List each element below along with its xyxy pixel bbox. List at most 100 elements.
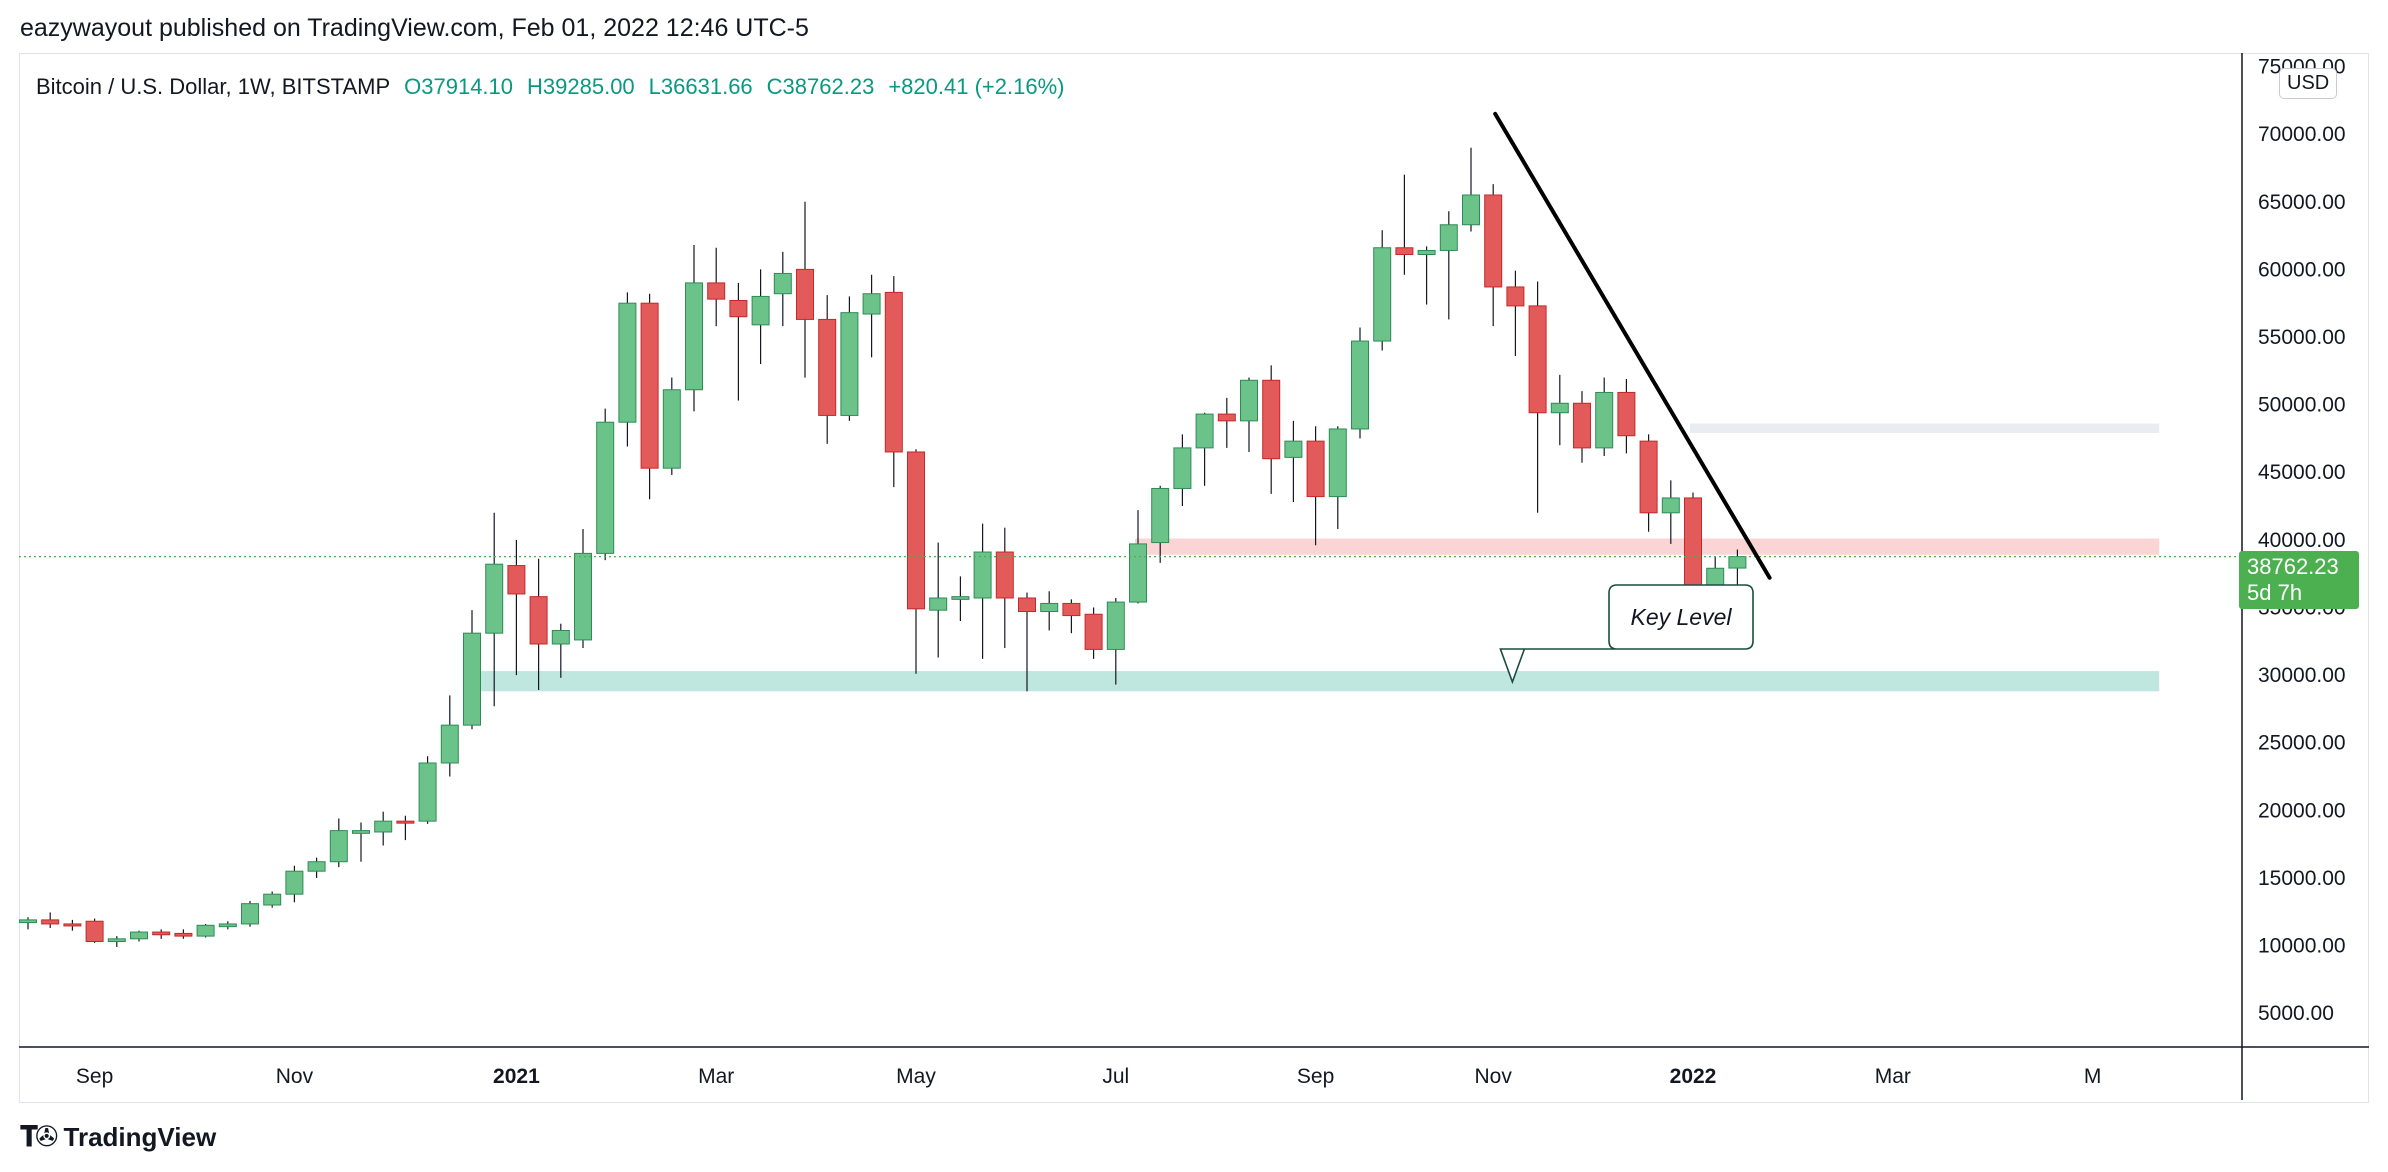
candle-up [1106,598,1125,685]
candle-up [329,818,348,868]
candle-up [1351,327,1369,439]
candle-body [1395,247,1414,256]
candle-body [640,302,659,469]
candle-body [440,724,459,764]
candle-up [285,865,304,903]
candle-up [307,857,326,878]
candle-up [1284,420,1303,502]
candle-down [1306,426,1325,546]
candle-body [862,293,881,315]
candle-body [551,629,570,645]
candle-body [818,318,837,416]
candle-body [1284,440,1303,458]
candle-up [618,292,637,447]
axes-layer: 5000.00 10000.00 15000.00 20000.00 25000.00 3… [19,53,2369,1100]
candle-up [840,296,859,421]
candle-body [1639,440,1658,514]
candle-body [1195,413,1214,449]
candle-body [1684,497,1702,591]
candle-up [685,245,703,412]
candle-body [907,451,925,610]
candle-up [551,623,570,678]
candle-body [596,421,615,554]
candle-body [1351,340,1369,430]
candle-down [1062,599,1081,634]
callout-label: Key Level [1630,604,1732,630]
x-tick-label: Mar [698,1065,734,1088]
x-tick-label: Jul [1102,1065,1129,1088]
tradingview-footer[interactable]: 𝐓✇ TradingView [20,1120,216,1154]
x-tick-label: Mar [1875,1065,1911,1088]
candle-down [1506,270,1525,356]
candle-body [1661,497,1680,514]
candle-up [1040,591,1059,631]
candle-body [1595,391,1614,449]
y-tick-label: 70000.00 [2258,123,2346,146]
candle-body [1151,487,1170,544]
candle-body [1018,597,1036,613]
candle-body [263,893,282,906]
legend-close: C38762.23 [766,74,875,99]
candle-up [574,529,592,649]
candle-up [1373,230,1392,351]
candle-body [685,282,703,391]
candle-down [1573,391,1591,463]
candle-up [1173,434,1192,507]
candle-down [1262,365,1281,494]
y-tick-label: 5000.00 [2258,1002,2334,1025]
bar-countdown: 5d 7h [2247,580,2303,605]
candle-body [19,919,37,924]
candle-down [1639,434,1658,532]
candle-down [41,912,60,928]
candle-up [1151,485,1170,563]
candle-body [352,830,370,834]
candle-up [1661,480,1680,544]
candle-body [1617,391,1636,437]
footer-brand: TradingView [63,1121,217,1152]
candle-up [352,822,370,862]
candle-body [1484,194,1503,288]
candle-body [1573,402,1591,449]
candle-body [107,938,126,943]
candle-body [418,762,437,822]
candle-up [1417,246,1436,305]
candle-down [63,919,82,931]
candle-down [85,918,104,943]
candle-body [1462,194,1480,226]
candle-body [374,820,393,833]
candle-body [174,932,193,937]
candle-body [995,551,1014,599]
candle-up [973,523,992,659]
y-tick-label: 55000.00 [2258,326,2346,349]
candle-body [1728,556,1747,569]
candle-up [1439,211,1458,320]
candle-body [130,931,148,940]
candle-down [907,449,925,674]
candle-up [374,811,393,846]
candle-up [596,408,615,561]
candle-body [1129,543,1147,603]
tradingview-logo-icon: 𝐓✇ [20,1121,58,1152]
y-tick-label: 65000.00 [2258,191,2346,214]
chart-frame[interactable] [19,53,2369,1103]
upper-zone [1690,423,2160,434]
candle-down [818,295,837,444]
candle-body [85,920,104,943]
candle-body [307,861,326,872]
candle-body [507,565,526,595]
zones-layer [469,423,2160,692]
y-tick-label: 60000.00 [2258,258,2346,281]
candle-body [1262,379,1281,460]
x-tick-label: Nov [1475,1065,1513,1088]
candle-down [995,527,1014,649]
currency-badge[interactable]: USD [2279,68,2338,99]
candle-body [152,931,171,936]
candle-up [1462,147,1480,232]
candle-body [285,870,304,895]
candle-up [418,756,437,824]
candle-down [1018,592,1036,692]
candle-body [1328,428,1347,498]
legend-open: O37914.10 [404,74,514,99]
candle-body [618,302,637,423]
